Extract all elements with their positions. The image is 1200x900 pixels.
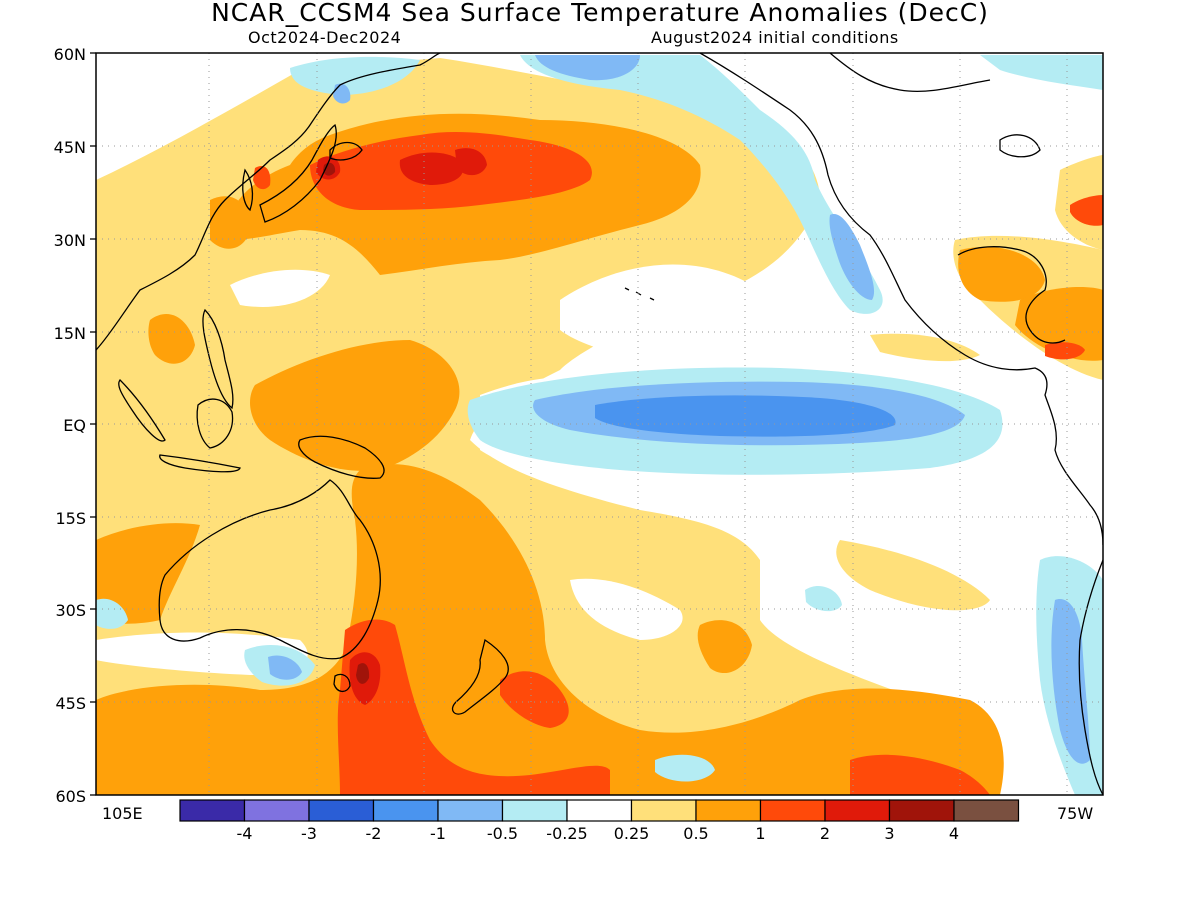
anomaly-region-warm-weak [96,58,1000,795]
anomaly-region-warm-moderate [96,523,200,624]
coastline-new-zealand [451,638,509,715]
coastline-new-guinea [298,435,385,479]
colorbar-tick-label: -0.25 [546,824,588,843]
coastline-tasmania [333,673,351,693]
anomaly-region-warm-moderate [697,620,752,674]
coastline-japan [259,123,337,223]
anomaly-region-warm-very-strong [455,148,487,176]
colorbar-tick-label: 2 [819,824,831,843]
lat-label-45s: 45S [55,694,86,713]
lat-label-15n: 15N [53,324,86,343]
colorbar-tick-label: -1 [430,824,446,843]
axis-ticks [90,52,96,796]
colorbar-swatch [759,799,826,822]
graticule [96,53,1103,795]
colorbar-swatch [953,799,1020,822]
colorbar-swatch [566,799,633,822]
anomaly-region-cool-weak [655,754,715,782]
anomaly-region-warm-moderate [148,314,195,364]
colorbar-tick-label: -0.5 [486,824,519,843]
forecast-period: Oct2024-Dec2024 [248,28,402,47]
colorbar-tick-label: 0.5 [683,824,709,843]
colorbar-swatch [179,799,246,822]
lat-label-60n: 60N [53,45,86,64]
colorbar-swatch [630,799,697,822]
initial-conditions: August2024 initial conditions [651,28,899,47]
colorbar-swatch [888,799,955,822]
anomaly-region-cool-weak [96,598,128,629]
coastline-south-america [1078,559,1103,795]
coastline-great-lakes [999,134,1041,158]
anomaly-region-warm-moderate [96,464,1004,795]
coastline-japan-north [329,141,363,161]
anomaly-region-warm-moderate [210,196,250,249]
colorbar-tick-label: -4 [236,824,253,843]
anomaly-region-warm-weak [836,540,990,611]
anomaly-region-warm-strong [1045,342,1085,360]
colorbar-tick-label: -3 [301,824,317,843]
coastline-australia [158,479,381,660]
anomaly-field [96,53,1103,795]
coastline-korea [242,168,254,212]
anomaly-region-cool-weak [290,56,420,95]
colorbar-tick-label: 0.25 [613,824,650,843]
colorbar-swatch [437,799,504,822]
coastlines [96,53,1103,795]
lon-label-right: 75W [1057,804,1094,823]
anomaly-region-cool-moderate [268,655,302,680]
anomaly-region-warm-weak [870,333,980,362]
anomaly-region-warm-strong [850,754,990,795]
coastline-north-america [699,53,1103,546]
coastline-borneo [196,398,234,449]
anomaly-region-cool-moderate [535,55,640,81]
colorbar-swatch [695,799,762,822]
colorbar-tick-label: 3 [884,824,895,843]
lon-label-left: 105E [102,804,143,823]
colorbar-tick-label: 4 [948,824,960,843]
anomaly-region-warm-moderate [1015,287,1103,361]
lat-label-60s: 60S [55,787,86,806]
anomaly-region-cool-weak [520,55,883,314]
anomaly-region-cool-weak [980,55,1103,90]
colorbar-tick-label: -2 [365,824,382,843]
colorbar-swatch [501,799,568,822]
lat-label-eq: EQ [63,416,86,435]
coastline-java [159,454,241,473]
colorbar [179,799,1020,822]
anomaly-region-neutral [230,269,330,307]
anomaly-region-cool-weak [805,585,842,612]
anomaly-region-cool-strong [595,395,896,437]
anomaly-region-warm-extreme [323,162,336,176]
coastline-gulf-of-mexico [957,246,1066,344]
coastline-asia [96,53,441,351]
colorbar-swatch [372,799,439,822]
lat-label-15s: 15S [55,509,86,528]
anomaly-region-warm-moderate [250,340,460,471]
lat-label-30s: 30S [55,601,86,620]
anomaly-region-warm-moderate [958,246,1045,302]
lat-label-30n: 30N [53,231,86,250]
anomaly-region-neutral [560,264,802,364]
anomaly-region-warm-strong [500,671,569,728]
colorbar-swatch [308,799,375,822]
colorbar-swatch [824,799,891,822]
anomaly-region-cool-moderate [829,214,875,300]
coastline-sumatra [118,379,166,442]
colorbar-tick-label: 1 [755,824,766,843]
anomaly-region-warm-strong [337,619,610,795]
anomaly-region-neutral [570,578,683,640]
coastline-philippines [202,308,234,410]
coastline-alaska [829,53,991,93]
colorbar-swatch [243,799,310,822]
map-title: NCAR_CCSM4 Sea Surface Temperature Anoma… [211,0,989,27]
anomaly-region-warm-strong [1070,195,1103,226]
lat-label-45n: 45N [53,138,86,157]
anomaly-region-warm-very-strong [399,152,464,185]
anomaly-region-warm-extreme [356,663,370,684]
